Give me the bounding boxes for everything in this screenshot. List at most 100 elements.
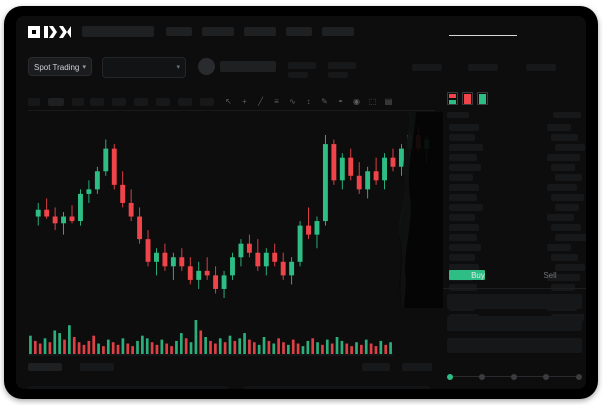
order-book-row-size[interactable] xyxy=(555,264,585,271)
order-book-row[interactable] xyxy=(449,254,475,261)
wave-icon[interactable]: ∿ xyxy=(289,97,296,106)
order-book-row[interactable] xyxy=(449,134,475,141)
order-book-row-size[interactable] xyxy=(551,134,578,141)
order-book-row-size[interactable] xyxy=(551,194,584,201)
interval-9[interactable] xyxy=(200,98,214,106)
nav-item-4[interactable] xyxy=(286,27,312,36)
order-book-row[interactable] xyxy=(449,194,477,201)
lock-icon[interactable]: ⬚ xyxy=(368,97,377,106)
chart-footer xyxy=(28,361,435,375)
interval-5[interactable] xyxy=(112,98,126,106)
order-book-row[interactable] xyxy=(449,284,477,291)
market-toolbar: Spot Trading ▾ ▾ xyxy=(16,48,586,86)
tab-buy[interactable]: Buy xyxy=(471,271,485,280)
orderbook-asks-icon[interactable] xyxy=(462,92,473,105)
trading-mode-select[interactable]: Spot Trading ▾ xyxy=(28,57,92,76)
fib-icon[interactable]: ≡ xyxy=(274,97,279,106)
open-orders-panel[interactable] xyxy=(28,386,228,389)
chart-foot-right-1[interactable] xyxy=(362,363,390,371)
interval-4[interactable] xyxy=(90,98,104,106)
order-book-row-size[interactable] xyxy=(555,204,579,211)
nav-item-5[interactable] xyxy=(322,27,354,36)
interval-1[interactable] xyxy=(28,98,40,106)
order-book-row[interactable] xyxy=(449,174,473,181)
order-book-row[interactable] xyxy=(449,224,479,231)
chart-foot-right-2[interactable] xyxy=(402,363,432,371)
order-book-row[interactable] xyxy=(449,244,481,251)
stat-1 xyxy=(288,62,316,69)
order-book-row-size[interactable] xyxy=(555,234,586,241)
pair-select[interactable]: ▾ xyxy=(102,57,186,78)
order-book-row-size[interactable] xyxy=(551,224,581,231)
order-book-row-size[interactable] xyxy=(547,214,574,221)
order-price-field[interactable] xyxy=(447,294,582,309)
orderbook-bids-icon[interactable] xyxy=(477,92,488,105)
stat-3 xyxy=(412,64,442,71)
order-book-row[interactable] xyxy=(449,204,483,211)
header-search-field[interactable] xyxy=(82,26,154,37)
slider-step-100[interactable] xyxy=(576,374,582,380)
interval-2[interactable] xyxy=(48,98,64,106)
measure-icon[interactable]: ↕ xyxy=(306,97,311,106)
order-book-row-size[interactable] xyxy=(547,244,571,251)
chevron-down-icon: ▾ xyxy=(176,64,180,71)
stat-1-sub xyxy=(288,72,308,78)
slider-step-75[interactable] xyxy=(543,374,549,380)
slider-handle[interactable] xyxy=(447,374,453,380)
chart-tab-active[interactable] xyxy=(28,363,62,371)
order-book-row-size[interactable] xyxy=(555,144,585,151)
order-form xyxy=(447,294,582,354)
order-book-row[interactable] xyxy=(449,154,477,161)
order-amount-slider[interactable] xyxy=(447,374,582,384)
order-book-row-size[interactable] xyxy=(547,154,580,161)
order-book-row[interactable] xyxy=(449,214,475,221)
interval-7[interactable] xyxy=(156,98,170,106)
candlestick-chart[interactable] xyxy=(28,112,435,312)
okx-logo[interactable] xyxy=(28,25,72,39)
hand-shadow-overlay xyxy=(394,112,444,308)
interval-6[interactable] xyxy=(134,98,148,106)
order-book-row-size[interactable] xyxy=(547,124,571,131)
order-book-row[interactable] xyxy=(449,164,481,171)
cursor-icon[interactable]: ↖ xyxy=(225,97,232,106)
interval-8[interactable] xyxy=(178,98,192,106)
order-book-row[interactable] xyxy=(449,264,479,271)
order-book-row[interactable] xyxy=(449,124,479,131)
order-book-row[interactable] xyxy=(449,144,483,151)
magnet-icon[interactable]: ◓ xyxy=(338,97,343,106)
nav-item-1[interactable] xyxy=(166,27,192,36)
app-header xyxy=(16,16,586,48)
eye-icon[interactable]: ◉ xyxy=(353,97,360,106)
order-book-row-size[interactable] xyxy=(547,274,580,281)
slider-step-50[interactable] xyxy=(511,374,517,380)
pencil-icon[interactable]: ✎ xyxy=(321,97,328,106)
chart-tab-2[interactable] xyxy=(80,363,114,371)
tablet-device-frame: Spot Trading ▾ ▾ xyxy=(4,6,598,399)
order-book-row[interactable] xyxy=(449,184,479,191)
trade-side-tabs: Buy Sell xyxy=(443,268,586,289)
orderbook-both-icon[interactable] xyxy=(447,92,458,105)
nav-item-3[interactable] xyxy=(244,27,276,36)
order-book-row-size[interactable] xyxy=(555,174,582,181)
tab-sell[interactable]: Sell xyxy=(543,271,557,280)
order-book-row[interactable] xyxy=(449,234,477,241)
trash-icon[interactable]: ▤ xyxy=(384,97,393,106)
crosshair-icon[interactable]: + xyxy=(242,97,247,106)
order-book-row-size[interactable] xyxy=(547,184,577,191)
order-book-row-size[interactable] xyxy=(551,254,578,261)
order-book-row-size[interactable] xyxy=(551,284,575,291)
stat-2 xyxy=(328,62,356,69)
spread-highlight xyxy=(449,270,485,280)
order-book-row-size[interactable] xyxy=(551,164,575,171)
slider-step-25[interactable] xyxy=(479,374,485,380)
order-amount-field[interactable] xyxy=(447,316,582,331)
interval-3[interactable] xyxy=(72,98,84,106)
stat-2-sub xyxy=(328,72,348,78)
trendline-icon[interactable]: ╱ xyxy=(258,97,263,106)
order-total-field[interactable] xyxy=(447,338,582,353)
positions-panel[interactable] xyxy=(244,386,430,389)
nav-item-2[interactable] xyxy=(202,27,234,36)
tab-active-underline xyxy=(449,35,517,36)
coin-avatar xyxy=(198,58,215,75)
stat-5 xyxy=(526,64,556,71)
